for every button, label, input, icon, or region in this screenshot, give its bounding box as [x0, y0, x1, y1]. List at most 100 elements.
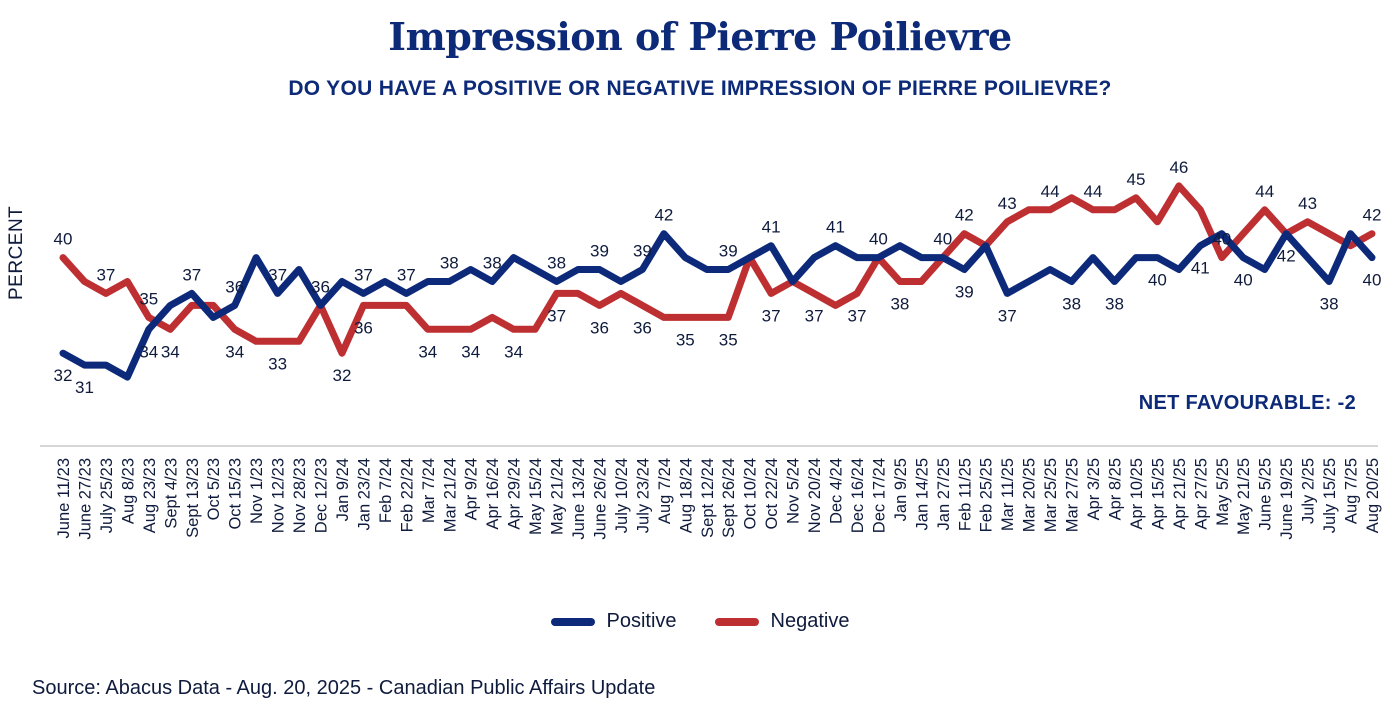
- data-label-positive: 38: [1320, 295, 1339, 314]
- x-tick-labels: June 11/23 June 27/23 July 25/23 Aug 8/23 Au…: [55, 458, 1382, 540]
- chart-subtitle: DO YOU HAVE A POSITIVE OR NEGATIVE IMPRE…: [288, 77, 1112, 100]
- x-tick-label: June 13/24: [570, 458, 588, 540]
- data-label-positive: 37: [354, 265, 373, 284]
- data-label-negative: 36: [633, 318, 652, 337]
- data-label-negative: 43: [998, 194, 1017, 213]
- data-label-positive: 40: [869, 230, 888, 249]
- data-label-negative: 35: [139, 289, 158, 308]
- data-label-positive: 36: [225, 277, 244, 296]
- x-tick-label: Aug 20/25: [1364, 458, 1382, 533]
- x-tick-label: Aug 18/24: [677, 458, 695, 533]
- chart-title: Impression of Pierre Poilievre: [388, 14, 1012, 59]
- data-label-negative: 34: [418, 342, 437, 361]
- legend-item-positive[interactable]: Positive: [550, 610, 677, 633]
- x-tick-label: July 15/25: [1321, 458, 1339, 533]
- x-tick-label: Apr 8/25: [1106, 458, 1124, 520]
- x-tick-label: July 2/25: [1300, 458, 1318, 524]
- x-tick-label: July 23/24: [634, 458, 652, 533]
- data-label-positive: 37: [268, 265, 287, 284]
- x-tick-label: Oct 5/23: [205, 458, 223, 520]
- x-tick-label: Aug 7/24: [656, 458, 674, 524]
- x-tick-label: Nov 20/24: [806, 458, 824, 533]
- data-label-positive: 41: [826, 218, 845, 237]
- x-tick-label: Apr 16/24: [484, 458, 502, 530]
- x-tick-label: Jan 9/25: [892, 458, 910, 521]
- x-tick-label: May 15/24: [527, 458, 545, 535]
- x-tick-label: Sept 26/24: [720, 458, 738, 538]
- x-tick-label: June 27/23: [76, 458, 94, 540]
- data-label-negative: 46: [1169, 158, 1188, 177]
- legend-item-negative[interactable]: Negative: [714, 610, 850, 633]
- x-tick-label: Dec 12/23: [313, 458, 331, 533]
- x-tick-label: Dec 4/24: [828, 458, 846, 524]
- data-label-negative: 32: [333, 366, 352, 385]
- legend: Positive Negative: [0, 610, 1400, 633]
- x-tick-label: June 19/25: [1278, 458, 1296, 540]
- x-tick-label: Sept 13/23: [184, 458, 202, 538]
- data-label-positive: 38: [1062, 295, 1081, 314]
- data-label-positive: 42: [654, 206, 673, 225]
- x-tick-label: Nov 5/24: [785, 458, 803, 524]
- x-tick-label: Nov 28/23: [291, 458, 309, 533]
- data-label-negative: 44: [1084, 182, 1103, 201]
- data-label-positive: 37: [182, 265, 201, 284]
- x-tick-label: Apr 21/25: [1171, 458, 1189, 530]
- x-tick-label: July 10/24: [613, 458, 631, 533]
- x-tick-label: Mar 20/25: [1021, 458, 1039, 532]
- data-label-negative: 40: [1212, 230, 1231, 249]
- data-label-negative: 35: [719, 330, 738, 349]
- data-label-negative: 44: [1041, 182, 1060, 201]
- x-tick-label: Oct 10/24: [742, 458, 760, 530]
- data-label-negative: 34: [504, 342, 523, 361]
- data-label-positive: 40: [933, 230, 952, 249]
- series-lines: [59, 182, 1376, 381]
- series-line-negative: [59, 182, 1376, 357]
- x-tick-label: Apr 9/24: [463, 458, 481, 520]
- x-tick-label: Oct 22/24: [763, 458, 781, 530]
- data-label-positive: 39: [633, 242, 652, 261]
- data-label-positive: 39: [590, 242, 609, 261]
- data-label-positive: 40: [1234, 271, 1253, 290]
- source-note: Source: Abacus Data - Aug. 20, 2025 - Ca…: [32, 677, 656, 699]
- x-tick-label: Feb 7/24: [377, 458, 395, 523]
- net-favourable-annotation: NET FAVOURABLE: -2: [1138, 392, 1356, 414]
- data-label-positive: 41: [762, 218, 781, 237]
- x-tick-label: Jan 14/25: [913, 458, 931, 530]
- data-label-positive: 34: [139, 342, 158, 361]
- x-tick-label: Feb 22/24: [398, 458, 416, 532]
- data-label-positive: 36: [311, 277, 330, 296]
- data-label-positive: 37: [998, 306, 1017, 325]
- x-tick-label: Mar 25/25: [1042, 458, 1060, 532]
- x-tick-label: Jan 23/24: [355, 458, 373, 530]
- x-tick-label: Aug 7/25: [1343, 458, 1361, 524]
- x-tick-label: Mar 21/24: [441, 458, 459, 532]
- data-label-positive: 40: [1148, 271, 1167, 290]
- data-label-negative: 43: [1298, 194, 1317, 213]
- legend-label-negative: Negative: [770, 610, 850, 632]
- x-tick-label: Mar 7/24: [420, 458, 438, 523]
- legend-swatch-negative: [714, 617, 759, 626]
- data-label-negative: 37: [762, 306, 781, 325]
- x-tick-label: May 21/24: [549, 458, 567, 535]
- data-label-positive: 32: [54, 366, 73, 385]
- x-tick-label: Jan 27/25: [935, 458, 953, 530]
- data-label-positive: 41: [1191, 259, 1210, 278]
- x-tick-label: Sept 4/23: [162, 458, 180, 529]
- x-tick-label: Apr 10/25: [1128, 458, 1146, 530]
- x-tick-label: Mar 11/25: [999, 458, 1017, 531]
- data-label-positive: 38: [483, 254, 502, 273]
- data-label-negative: 38: [890, 295, 909, 314]
- x-tick-label: June 11/23: [55, 458, 73, 538]
- x-tick-label: Dec 16/24: [849, 458, 867, 533]
- data-label-negative: 37: [848, 306, 867, 325]
- x-tick-label: Apr 15/25: [1149, 458, 1167, 530]
- x-tick-label: Feb 11/25: [956, 458, 974, 531]
- x-tick-label: Apr 27/25: [1192, 458, 1210, 530]
- x-tick-label: July 25/23: [98, 458, 116, 533]
- x-tick-label: Dec 17/24: [870, 458, 888, 533]
- x-tick-label: Sept 12/24: [699, 458, 717, 538]
- data-label-negative: 34: [161, 342, 180, 361]
- data-label-positive: 38: [440, 254, 459, 273]
- data-label-positive: 42: [1277, 247, 1296, 266]
